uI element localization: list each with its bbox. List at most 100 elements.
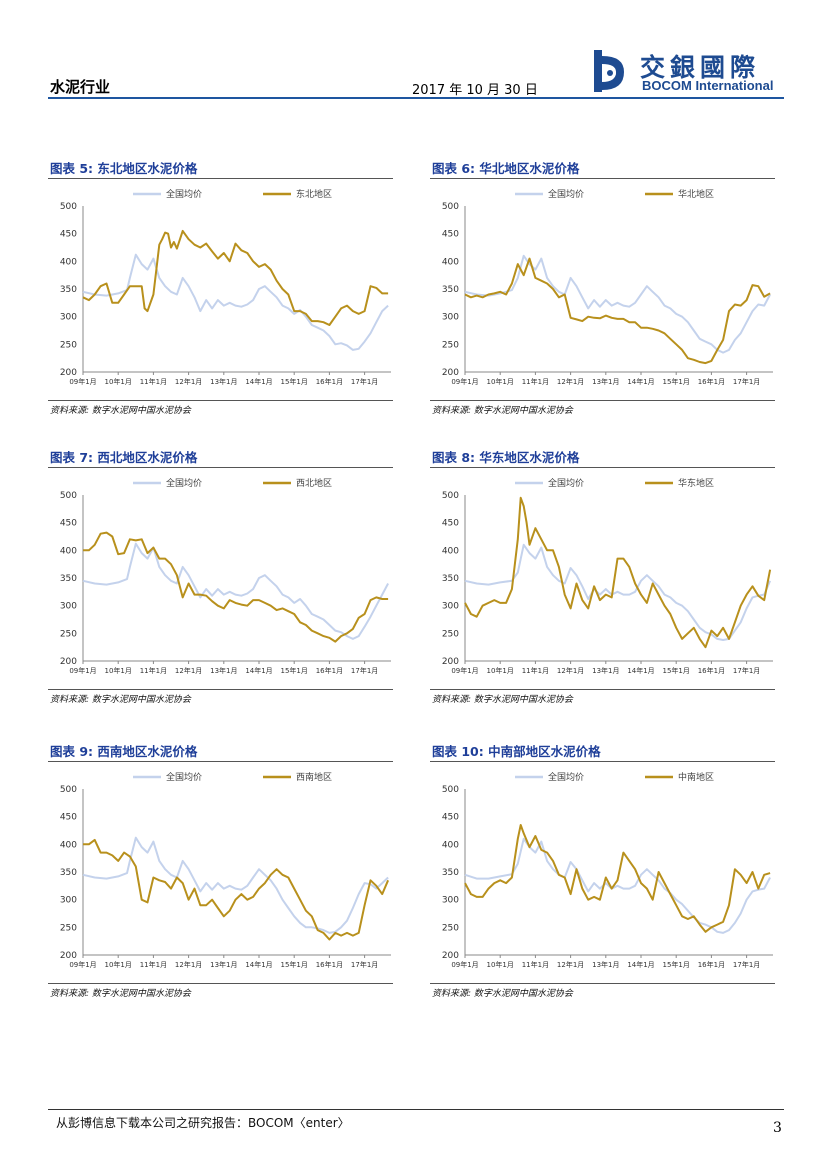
x-tick-label: 17年1月 xyxy=(733,666,760,675)
chart-panel-east: 图表 8: 华东地区水泥价格 500 450 400 350 300 250 200 09年1… xyxy=(430,447,775,707)
y-tick-label: 400 xyxy=(60,546,77,556)
x-tick-label: 16年1月 xyxy=(316,960,343,969)
section-title: 水泥行业 xyxy=(50,78,111,96)
regional-price-line xyxy=(464,824,771,933)
x-tick-label: 10年1月 xyxy=(105,377,132,386)
x-tick-label: 14年1月 xyxy=(245,960,272,969)
x-tick-label: 12年1月 xyxy=(175,377,202,386)
y-tick-label: 300 xyxy=(60,896,77,906)
y-tick-label: 450 xyxy=(442,813,459,823)
chart-title: 图表 9: 西南地区水泥价格 xyxy=(50,744,198,759)
x-tick-label: 09年1月 xyxy=(451,377,478,386)
y-tick-label: 450 xyxy=(60,519,77,529)
x-tick-label: 16年1月 xyxy=(316,377,343,386)
legend-label: 全国均价 xyxy=(548,771,584,783)
y-tick-label: 450 xyxy=(442,519,459,529)
national-average-line xyxy=(82,542,389,640)
y-tick-label: 200 xyxy=(60,951,77,961)
y-tick-label: 250 xyxy=(442,340,459,350)
x-tick-label: 15年1月 xyxy=(281,960,308,969)
x-tick-label: 09年1月 xyxy=(451,666,478,675)
y-tick-label: 250 xyxy=(60,629,77,639)
x-tick-label: 13年1月 xyxy=(210,960,237,969)
bocom-mark-icon xyxy=(594,50,624,92)
legend-label: 中南地区 xyxy=(678,771,714,783)
logo-chinese-name: 交銀國際 xyxy=(640,53,761,82)
y-tick-label: 500 xyxy=(442,202,459,212)
source-rule xyxy=(48,400,393,401)
y-tick-label: 300 xyxy=(60,313,77,323)
source-note: 资料来源: 数字水泥网中国水泥协会 xyxy=(50,406,191,416)
y-tick-label: 450 xyxy=(60,230,77,240)
title-rule xyxy=(48,178,393,179)
y-tick-label: 350 xyxy=(442,285,459,295)
x-tick-label: 11年1月 xyxy=(140,666,167,675)
x-tick-label: 13年1月 xyxy=(210,666,237,675)
x-tick-label: 10年1月 xyxy=(105,666,132,675)
x-tick-label: 11年1月 xyxy=(140,960,167,969)
y-tick-label: 200 xyxy=(60,368,77,378)
y-tick-label: 300 xyxy=(442,602,459,612)
x-tick-label: 12年1月 xyxy=(557,377,584,386)
x-tick-label: 12年1月 xyxy=(175,960,202,969)
chart-title: 图表 5: 东北地区水泥价格 xyxy=(50,161,198,176)
legend-label: 华东地区 xyxy=(678,477,714,489)
y-tick-label: 400 xyxy=(442,257,459,267)
y-tick-label: 350 xyxy=(442,574,459,584)
footer-rule xyxy=(48,1109,784,1110)
y-tick-label: 300 xyxy=(442,896,459,906)
legend-label: 全国均价 xyxy=(548,477,584,489)
source-note: 资料来源: 数字水泥网中国水泥协会 xyxy=(50,695,191,705)
title-rule xyxy=(48,467,393,468)
legend-label: 东北地区 xyxy=(296,188,332,200)
y-tick-label: 400 xyxy=(442,840,459,850)
x-tick-label: 11年1月 xyxy=(140,377,167,386)
chart-panel-northwest: 图表 7: 西北地区水泥价格 500 450 400 350 300 250 200 09年1… xyxy=(48,447,393,707)
y-tick-label: 500 xyxy=(60,202,77,212)
source-note: 资料来源: 数字水泥网中国水泥协会 xyxy=(432,406,573,416)
x-tick-label: 17年1月 xyxy=(351,666,378,675)
chart-panel-central-south: 图表 10: 中南部地区水泥价格 500 450 400 350 300 250 200 09… xyxy=(430,741,775,1001)
x-tick-label: 17年1月 xyxy=(733,377,760,386)
x-tick-label: 16年1月 xyxy=(698,377,725,386)
chart-panel-southwest: 图表 9: 西南地区水泥价格 500 450 400 350 300 250 200 09年1… xyxy=(48,741,393,1001)
chart-title: 图表 7: 西北地区水泥价格 xyxy=(50,450,198,465)
x-tick-label: 14年1月 xyxy=(245,666,272,675)
bocom-logo: 交銀國際 BOCOM International xyxy=(588,46,788,96)
x-tick-label: 17年1月 xyxy=(733,960,760,969)
x-tick-label: 09年1月 xyxy=(69,666,96,675)
y-tick-label: 350 xyxy=(60,868,77,878)
y-tick-label: 400 xyxy=(60,840,77,850)
title-rule xyxy=(430,467,775,468)
chart-title: 图表 8: 华东地区水泥价格 xyxy=(432,450,580,465)
x-tick-label: 16年1月 xyxy=(698,666,725,675)
x-tick-label: 10年1月 xyxy=(105,960,132,969)
y-tick-label: 400 xyxy=(442,546,459,556)
legend-label: 全国均价 xyxy=(166,188,202,200)
national-average-line xyxy=(464,543,772,641)
regional-price-line xyxy=(464,257,771,365)
x-tick-label: 10年1月 xyxy=(487,666,514,675)
x-tick-label: 09年1月 xyxy=(69,960,96,969)
x-tick-label: 14年1月 xyxy=(627,960,654,969)
source-rule xyxy=(430,400,775,401)
x-tick-label: 13年1月 xyxy=(210,377,237,386)
y-tick-label: 350 xyxy=(60,285,77,295)
source-rule xyxy=(48,983,393,984)
x-tick-label: 12年1月 xyxy=(557,666,584,675)
source-note: 资料来源: 数字水泥网中国水泥协会 xyxy=(50,989,191,999)
title-rule xyxy=(48,761,393,762)
x-tick-label: 14年1月 xyxy=(627,666,654,675)
y-tick-label: 250 xyxy=(60,340,77,350)
x-tick-label: 11年1月 xyxy=(522,960,549,969)
title-rule xyxy=(430,178,775,179)
source-rule xyxy=(48,689,393,690)
regional-price-line xyxy=(83,531,389,643)
chart-panel-north: 图表 6: 华北地区水泥价格 500 450 400 350 300 250 200 09年1… xyxy=(430,158,775,418)
x-tick-label: 13年1月 xyxy=(592,377,619,386)
y-tick-label: 350 xyxy=(60,574,77,584)
legend-label: 西北地区 xyxy=(296,477,332,489)
